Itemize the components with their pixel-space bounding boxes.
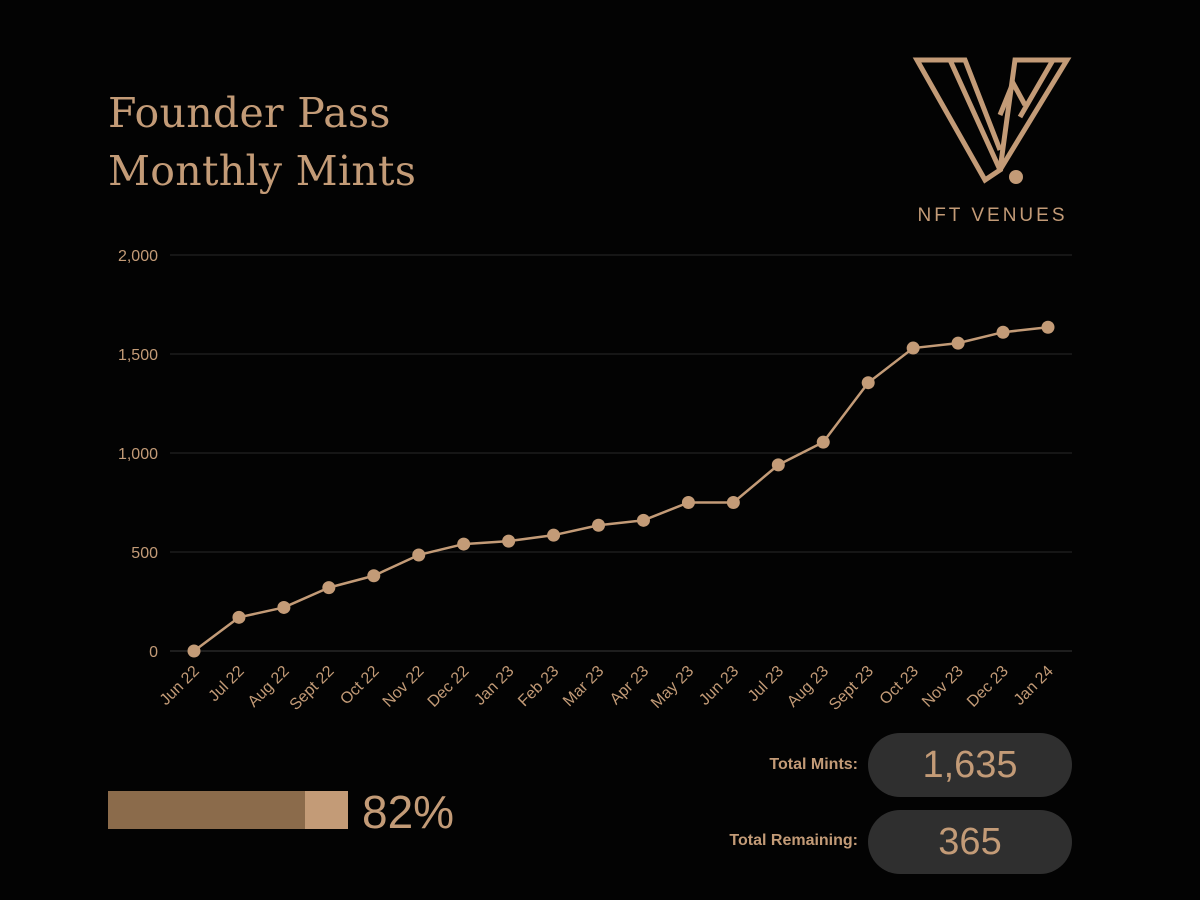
data-point xyxy=(277,600,291,614)
y-tick-label: 1,000 xyxy=(118,446,158,463)
data-point xyxy=(816,435,830,449)
chart-title-line-1: Founder Pass xyxy=(108,89,391,137)
series-line xyxy=(193,326,1049,653)
data-point xyxy=(906,341,920,355)
data-point xyxy=(547,528,561,542)
x-tick-label: Jul 22 xyxy=(206,663,248,705)
data-point xyxy=(412,548,426,562)
data-point xyxy=(636,513,650,527)
data-point xyxy=(322,581,336,595)
y-tick-label: 1,500 xyxy=(118,347,158,364)
brand-logo: NFT VENUES xyxy=(905,55,1080,230)
data-point xyxy=(861,376,875,390)
data-point xyxy=(771,458,785,472)
data-point xyxy=(232,610,246,624)
data-point xyxy=(1041,320,1055,334)
data-point xyxy=(726,496,740,509)
x-tick-label: Nov 23 xyxy=(919,663,967,711)
data-point xyxy=(457,537,471,551)
y-tick-label: 0 xyxy=(149,644,158,661)
x-tick-label: Oct 22 xyxy=(337,663,382,708)
x-tick-label: Mar 23 xyxy=(560,663,607,710)
brand-name: NFT VENUES xyxy=(917,205,1068,226)
data-point xyxy=(951,336,965,350)
x-tick-label: Aug 23 xyxy=(784,663,832,711)
x-tick-label: Dec 22 xyxy=(425,663,473,711)
data-point xyxy=(592,518,606,532)
x-tick-label: Aug 22 xyxy=(245,663,293,711)
progress-bar xyxy=(108,791,348,829)
x-tick-label: Jun 22 xyxy=(157,663,203,709)
data-point xyxy=(502,534,516,548)
x-tick-label: Sept 23 xyxy=(826,663,877,714)
x-tick-label: Nov 22 xyxy=(380,663,428,711)
total-mints-label: Total Mints: xyxy=(769,756,858,773)
chart-title: Founder Pass Monthly Mints xyxy=(108,84,708,200)
x-tick-label: Jul 23 xyxy=(745,663,787,705)
x-tick-label: Jan 23 xyxy=(471,663,517,709)
x-tick-label: Dec 23 xyxy=(964,663,1012,711)
x-tick-label: May 23 xyxy=(648,663,697,712)
y-tick-label: 500 xyxy=(131,545,158,562)
y-tick-label: 2,000 xyxy=(118,248,158,265)
x-tick-label: Jan 24 xyxy=(1011,663,1057,709)
x-tick-label: Feb 23 xyxy=(515,663,562,710)
x-tick-label: Jun 23 xyxy=(696,663,742,709)
v-monogram-logo-icon xyxy=(912,57,1072,184)
x-tick-label: Apr 23 xyxy=(607,663,652,708)
x-tick-label: Sept 22 xyxy=(287,663,338,714)
data-point xyxy=(187,644,201,658)
progress-percent: 82% xyxy=(362,786,455,838)
data-point xyxy=(367,569,381,583)
total-remaining-value: 365 xyxy=(868,810,1072,874)
progress-bar-fill xyxy=(108,791,305,829)
x-tick-label: Oct 23 xyxy=(877,663,922,708)
total-mints-value: 1,635 xyxy=(868,733,1072,797)
data-point xyxy=(996,325,1010,339)
data-point xyxy=(681,496,695,509)
chart-title-line-2: Monthly Mints xyxy=(108,147,417,195)
total-remaining-label: Total Remaining: xyxy=(729,832,858,849)
